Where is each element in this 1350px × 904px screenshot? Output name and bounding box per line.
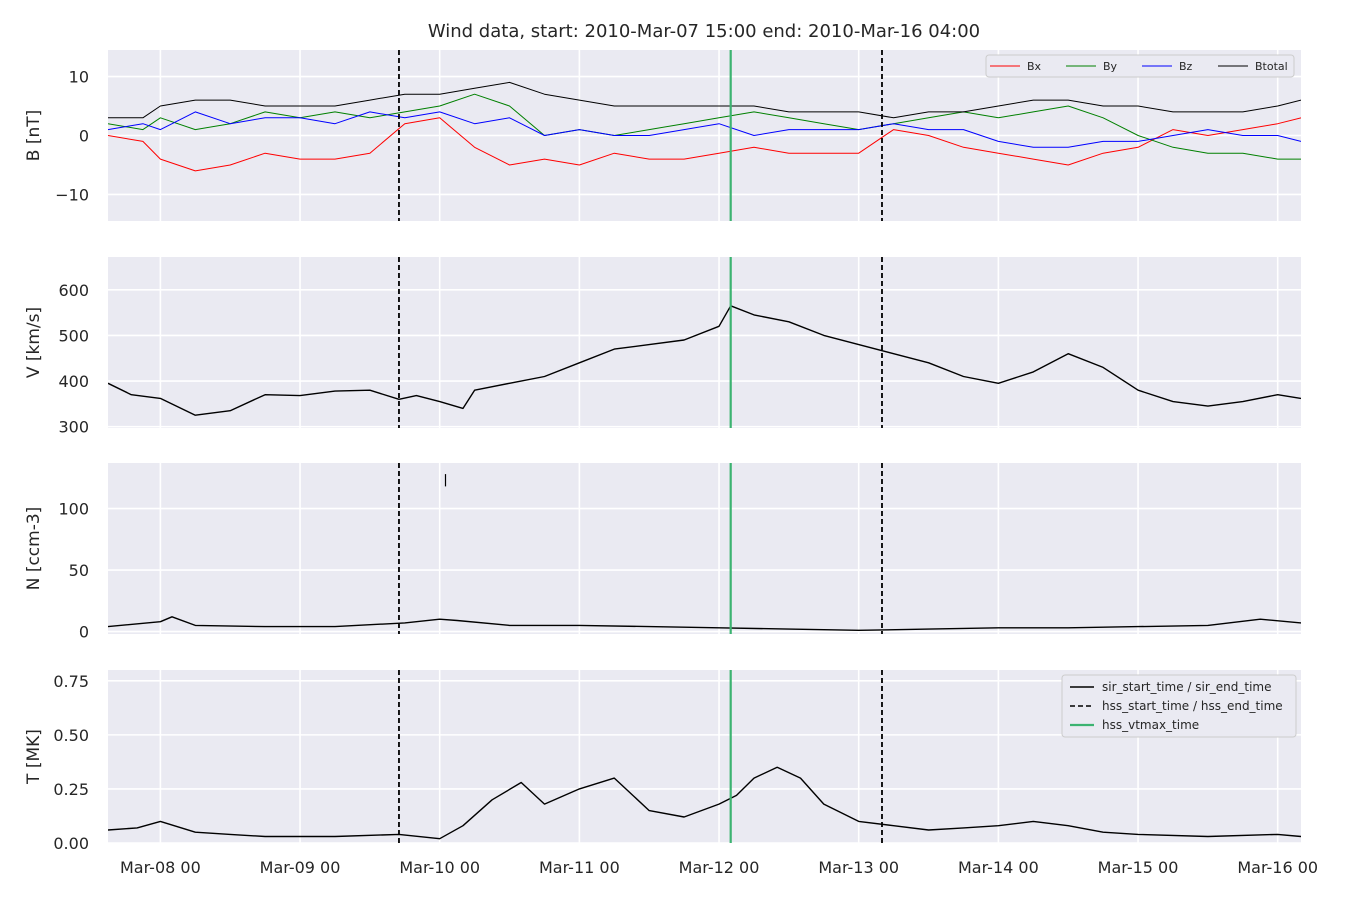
plot-area [108, 766, 1301, 840]
panel-background [108, 257, 1301, 428]
x-tick-label: Mar-10 00 [399, 858, 480, 877]
panel-t-mk: 0.75 0.50 0.25 0.00 T [MK] sir_start_time / s… [24, 670, 1301, 853]
panel-v-km-s: 600 500 400 300 V [km/s] [24, 257, 1301, 437]
y-tick-label: 0 [79, 127, 89, 146]
x-tick-label: Mar-08 00 [120, 858, 201, 877]
x-tick-label: Mar-14 00 [958, 858, 1039, 877]
legend-label-btotal: Btotal [1255, 60, 1288, 73]
x-tick-label: Mar-12 00 [679, 858, 760, 877]
series-line-by [108, 93, 1301, 160]
plot-area [108, 305, 1301, 416]
y-axis-label: V [km/s] [24, 307, 44, 378]
series-line-bz [108, 111, 1301, 148]
series-line-bx [108, 117, 1301, 172]
x-axis: Mar-08 00 Mar-09 00 Mar-10 00 Mar-11 00 Mar-… [120, 858, 1318, 877]
y-tick-label: 10 [69, 68, 89, 87]
y-tick-label: 100 [58, 500, 89, 519]
series-line-n [108, 616, 1301, 631]
legend-label-bx: Bx [1027, 60, 1042, 73]
series-line-t [108, 766, 1301, 840]
x-tick-label: Mar-11 00 [539, 858, 620, 877]
legend-b-components: Bx By Bz Btotal [985, 54, 1295, 78]
plot-area [108, 474, 1301, 631]
legend-label-hss-vtmax-time: hss_vtmax_time [1102, 718, 1199, 732]
x-tick-label: Mar-13 00 [818, 858, 899, 877]
x-tick-label: Mar-15 00 [1098, 858, 1179, 877]
legend-label-by: By [1103, 60, 1118, 73]
y-tick-label: 500 [58, 326, 89, 345]
y-tick-label: 50 [69, 561, 89, 580]
plot-area [108, 81, 1301, 172]
panel-b-nt: 10 0 −10 B [nT] Bx By Bz Btotal [24, 50, 1301, 221]
y-tick-label: 0.75 [53, 672, 89, 691]
legend-frame [1061, 674, 1297, 738]
legend-frame [985, 54, 1295, 78]
y-axis-label: T [MK] [24, 729, 44, 785]
series-line-btotal [108, 81, 1301, 119]
legend-label-bz: Bz [1179, 60, 1193, 73]
chart-title: Wind data, start: 2010-Mar-07 15:00 end:… [428, 21, 980, 42]
panel-n-ccm-3: 100 50 0 N [ccm-3] [24, 463, 1301, 642]
y-tick-label: 0.50 [53, 726, 89, 745]
panel-background [108, 463, 1301, 634]
y-tick-label: 600 [58, 281, 89, 300]
legend-event-markers: sir_start_time / sir_end_time hss_start_t… [1061, 674, 1297, 738]
legend-label-sir-start-time-sir-end-time: sir_start_time / sir_end_time [1102, 680, 1272, 694]
x-tick-label: Mar-09 00 [260, 858, 341, 877]
y-tick-label: 400 [58, 372, 89, 391]
y-tick-label: 0.25 [53, 780, 89, 799]
y-axis-label: N [ccm-3] [24, 507, 44, 591]
y-tick-label: 0.00 [53, 834, 89, 853]
legend-label-hss-start-time-hss-end-time: hss_start_time / hss_end_time [1102, 699, 1283, 713]
x-tick-label: Mar-16 00 [1237, 858, 1318, 877]
series-line-v [108, 305, 1301, 416]
y-axis-label: B [nT] [24, 110, 44, 162]
y-tick-label: 300 [58, 418, 89, 437]
y-tick-label: 0 [79, 623, 89, 642]
y-tick-label: −10 [55, 185, 89, 204]
